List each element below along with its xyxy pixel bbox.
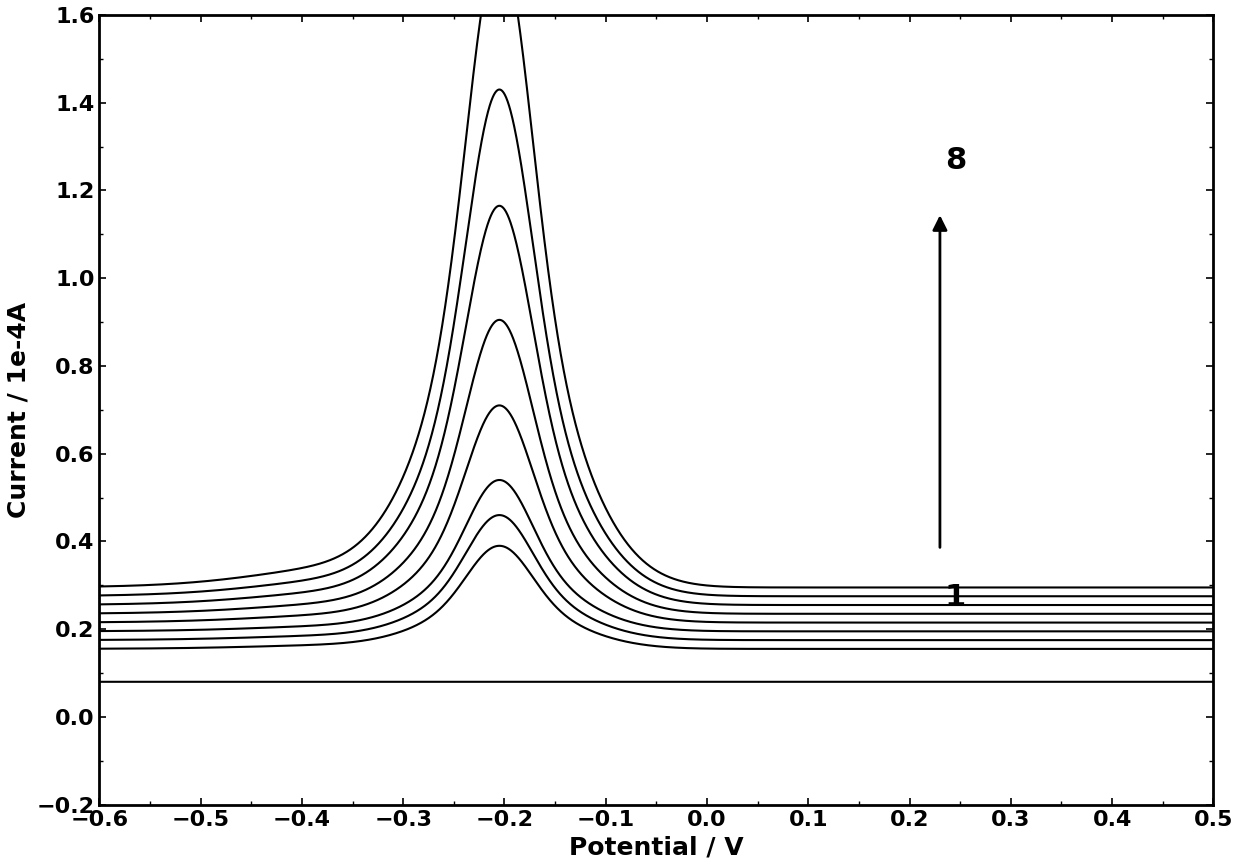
X-axis label: Potential / V: Potential / V — [569, 835, 744, 859]
Y-axis label: Current / 1e-4A: Current / 1e-4A — [7, 301, 31, 518]
Text: 8: 8 — [945, 146, 966, 175]
Text: 1: 1 — [945, 583, 966, 612]
